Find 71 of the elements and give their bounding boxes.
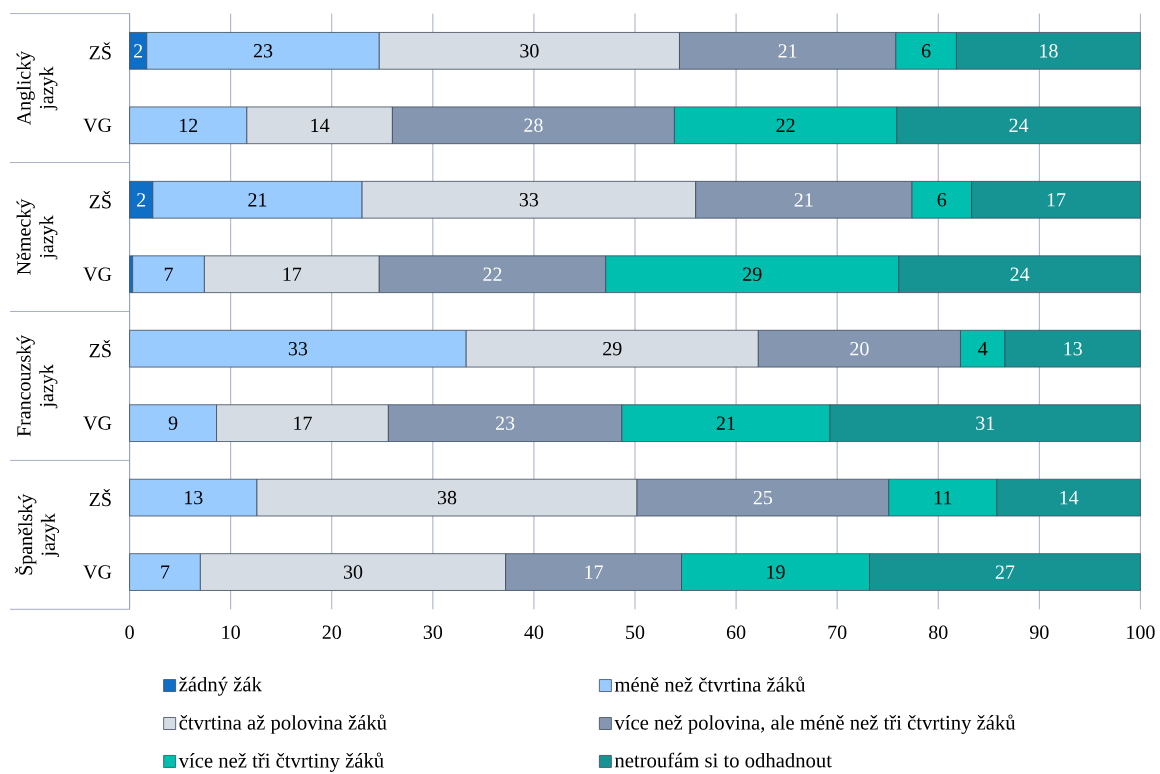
data-label: 21	[248, 193, 267, 207]
data-label: 13	[1064, 341, 1082, 356]
data-label: 25	[753, 490, 773, 505]
data-label: 22	[483, 267, 502, 281]
x-tick-label: 20	[322, 625, 341, 640]
data-label: 12	[179, 118, 198, 132]
data-label: 11	[934, 491, 952, 505]
legend-label: více než polovina, ale méně než tři čtvrtiny žáků	[614, 714, 1016, 734]
y-tick-label: ZŠ	[89, 488, 111, 507]
data-label: 33	[519, 193, 539, 207]
data-label: 18	[1040, 44, 1058, 58]
data-label: 19	[767, 565, 785, 579]
data-label: 6	[921, 44, 931, 58]
data-label: 30	[343, 565, 363, 579]
data-label: 22	[776, 118, 795, 132]
data-label: 27	[995, 565, 1015, 579]
x-tick-label: 90	[1029, 625, 1049, 640]
data-label: 28	[524, 118, 543, 133]
data-label: 24	[1009, 118, 1029, 132]
data-label: 13	[185, 490, 203, 505]
x-tick-label: 40	[524, 625, 544, 640]
data-label: 23	[253, 44, 273, 58]
text: Německý jazyk	[16, 198, 58, 275]
data-label: 17	[1047, 193, 1066, 207]
data-label: 30	[520, 44, 539, 58]
data-label: 4	[978, 342, 988, 356]
x-tick-label: 70	[828, 625, 847, 640]
data-label: 14	[311, 118, 330, 132]
legend-label: čtvrtina až polovina žáků	[179, 714, 387, 734]
data-label: 7	[164, 267, 173, 281]
legend-label: žádný žák	[179, 676, 262, 696]
data-label: 38	[437, 490, 457, 505]
x-tick-label: 60	[726, 625, 746, 640]
data-label: 7	[161, 565, 170, 579]
data-label: 17	[294, 416, 312, 430]
y-tick-label: VG	[83, 416, 112, 430]
data-label: 2	[137, 193, 146, 207]
data-label: 23	[495, 416, 515, 430]
data-label: 21	[716, 416, 735, 430]
y-tick-label: ZŠ	[89, 42, 111, 60]
data-label: 14	[1060, 491, 1079, 505]
data-label: 9	[168, 416, 178, 430]
legend-label: netroufám si to odhadnout	[614, 752, 832, 768]
x-tick-label: 0	[125, 625, 134, 640]
data-label: 20	[850, 341, 869, 356]
x-tick-label: 30	[423, 625, 443, 640]
text: Francouzský jazyk	[16, 334, 58, 437]
data-label: 29	[603, 341, 622, 356]
x-tick-label: 50	[626, 625, 645, 640]
data-label: 33	[288, 341, 308, 356]
y-tick-label: VG	[83, 267, 112, 282]
x-tick-label: 10	[222, 625, 240, 640]
text: Anglický jazyk	[16, 50, 58, 126]
data-label: 31	[976, 416, 995, 430]
legend-label: více než tři čtvrtiny žáků	[178, 752, 384, 772]
data-label: 17	[585, 565, 603, 579]
data-label: 6	[937, 193, 947, 207]
text: Španělský jazyk	[14, 493, 60, 575]
data-label: 29	[743, 267, 762, 281]
x-tick-label: 100	[1127, 625, 1155, 640]
legend-label: méně než čtvrtina žáků	[614, 676, 806, 692]
data-label: 2	[134, 44, 143, 58]
data-label: 21	[778, 44, 797, 58]
data-label: 21	[794, 193, 813, 207]
y-tick-label: ZŠ	[89, 191, 111, 209]
data-label: 24	[1010, 267, 1030, 281]
y-tick-label: VG	[83, 118, 112, 133]
y-tick-label: VG	[83, 565, 112, 579]
x-tick-label: 80	[929, 625, 948, 640]
y-tick-label: ZŠ	[89, 339, 111, 358]
data-label: 17	[283, 267, 302, 281]
